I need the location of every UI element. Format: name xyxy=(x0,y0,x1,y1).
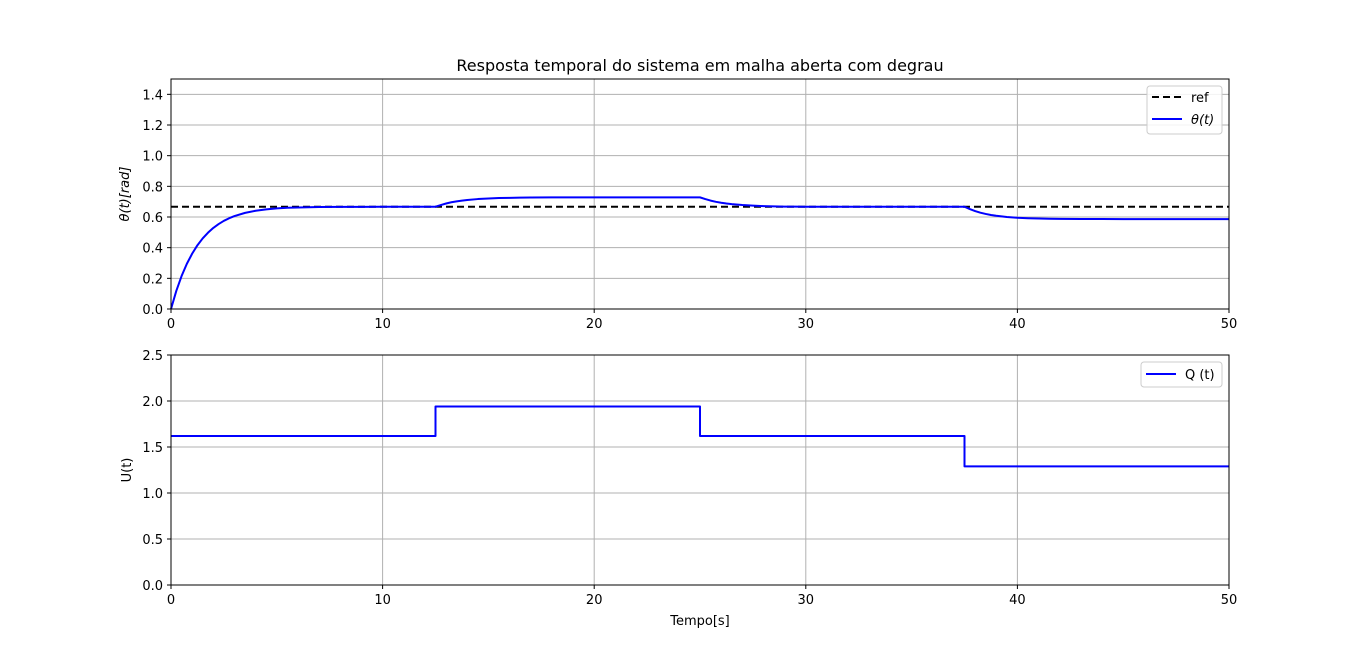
bottom-x-axis-label: Tempo[s] xyxy=(669,614,730,629)
legend-q-label: Q (t) xyxy=(1185,368,1215,383)
bottom-series-0-line xyxy=(171,405,1229,468)
top-y-tick-label: 1.4 xyxy=(142,88,163,103)
bottom-y-tick-label: 0.5 xyxy=(142,533,163,548)
legend-theta-label: θ(t) xyxy=(1191,113,1214,128)
top-y-tick-label: 0.8 xyxy=(142,180,163,195)
bottom-plot-background xyxy=(171,355,1229,585)
bottom-subplot: 0 10 20 30 40 50 0.0 0.5 1.0 1.5 2.0 2.5 U(t) Tempo… xyxy=(120,349,1237,629)
bottom-x-tick-label: 30 xyxy=(798,593,815,608)
top-subplot: Resposta temporal do sistema em malha ab… xyxy=(118,56,1237,332)
top-plot-background xyxy=(171,79,1229,309)
bottom-y-tick-label: 2.0 xyxy=(142,395,163,410)
legend-ref-label: ref xyxy=(1191,91,1209,106)
top-y-tick-label: 0.6 xyxy=(142,211,163,226)
bottom-y-tick-label: 1.0 xyxy=(142,487,163,502)
top-series-layer xyxy=(170,196,1229,310)
top-y-tick-label: 0.4 xyxy=(142,242,163,257)
top-x-tick-label: 20 xyxy=(586,317,603,332)
bottom-y-tick-label: 0.0 xyxy=(142,579,163,594)
top-y-tick-label: 1.2 xyxy=(142,119,163,134)
top-y-tick-label: 1.0 xyxy=(142,150,163,165)
top-legend: ref θ(t) xyxy=(1146,85,1223,135)
bottom-legend-box xyxy=(1140,361,1223,388)
top-x-tick-label: 0 xyxy=(167,317,175,332)
bottom-y-axis-label: U(t) xyxy=(120,458,135,483)
top-x-tick-label: 10 xyxy=(374,317,391,332)
top-plot-frame xyxy=(170,78,1230,310)
top-series-1-line xyxy=(170,196,1229,310)
bottom-x-tick-label: 0 xyxy=(167,593,175,608)
top-ticks: 0 10 20 30 40 50 0.0 0.2 0.4 0.6 0.8 1.0 1.2 1.4 xyxy=(142,88,1237,332)
top-chart-title: Resposta temporal do sistema em malha ab… xyxy=(456,56,943,75)
top-x-tick-label: 40 xyxy=(1009,317,1026,332)
bottom-plot-frame xyxy=(170,354,1230,586)
top-y-tick-label: 0.0 xyxy=(142,303,163,318)
bottom-x-tick-label: 20 xyxy=(586,593,603,608)
bottom-y-tick-label: 2.5 xyxy=(142,349,163,364)
bottom-x-tick-label: 10 xyxy=(374,593,391,608)
bottom-x-tick-label: 40 xyxy=(1009,593,1026,608)
bottom-series-layer xyxy=(171,405,1229,468)
bottom-x-tick-label: 50 xyxy=(1221,593,1238,608)
bottom-ticks: 0 10 20 30 40 50 0.0 0.5 1.0 1.5 2.0 2.5 xyxy=(142,349,1237,608)
top-x-tick-label: 50 xyxy=(1221,317,1238,332)
top-y-axis-label: θ(t)[rad] xyxy=(118,167,133,222)
bottom-y-tick-label: 1.5 xyxy=(142,441,163,456)
top-y-tick-label: 0.2 xyxy=(142,272,163,287)
bottom-legend: Q (t) xyxy=(1140,361,1223,388)
top-x-tick-label: 30 xyxy=(798,317,815,332)
